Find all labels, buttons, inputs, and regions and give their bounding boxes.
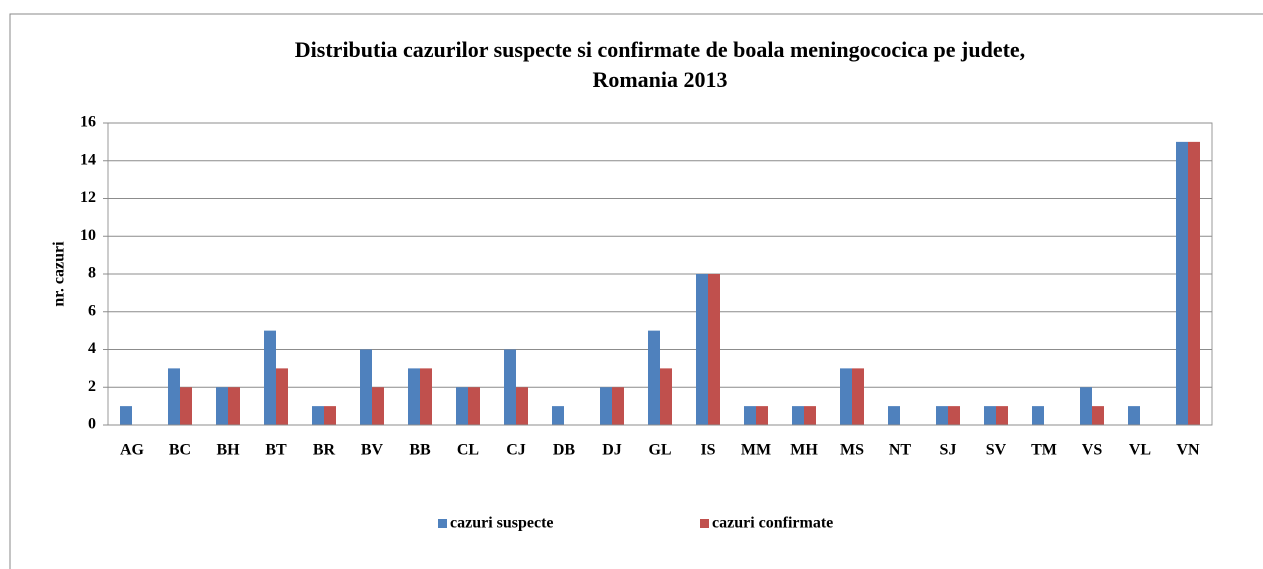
y-tick-label: 10 [80, 227, 96, 244]
y-tick-label: 8 [88, 265, 96, 282]
bar [1080, 387, 1092, 425]
x-tick-label: CL [457, 442, 479, 459]
bar [888, 406, 900, 425]
bar [504, 349, 516, 425]
bar [228, 387, 240, 425]
bar [168, 368, 180, 425]
x-tick-label: NT [889, 442, 912, 459]
x-tick-label: BC [169, 442, 191, 459]
x-tick-label: CJ [506, 442, 526, 459]
x-tick-label: BR [313, 442, 336, 459]
x-tick-label: MM [741, 442, 771, 459]
bar [468, 387, 480, 425]
bar [984, 406, 996, 425]
legend-swatch [438, 519, 447, 528]
bar [852, 368, 864, 425]
y-axis-label: nr. cazuri [51, 241, 68, 307]
bar [1176, 141, 1188, 425]
x-tick-label: AG [120, 442, 145, 459]
bar [792, 406, 804, 425]
bar [312, 406, 324, 425]
y-tick-label: 0 [88, 416, 96, 433]
x-tick-label: BT [265, 442, 287, 459]
bar [276, 368, 288, 425]
x-tick-label: DJ [602, 442, 622, 459]
y-tick-label: 14 [80, 151, 96, 168]
bar [324, 406, 336, 425]
x-tick-label: BH [216, 442, 240, 459]
x-tick-label: IS [700, 442, 715, 459]
y-tick-label: 12 [80, 189, 96, 206]
bar [216, 387, 228, 425]
bar [120, 406, 132, 425]
x-tick-label: VL [1129, 442, 1151, 459]
x-tick-label: GL [648, 442, 671, 459]
chart-title: Romania 2013 [592, 67, 727, 92]
bar [804, 406, 816, 425]
x-tick-label: VN [1176, 442, 1200, 459]
bar [360, 349, 372, 425]
bar [372, 387, 384, 425]
bar [756, 406, 768, 425]
legend-label: cazuri confirmate [712, 515, 833, 532]
x-tick-label: TM [1031, 442, 1057, 459]
bar [420, 368, 432, 425]
bar [600, 387, 612, 425]
bar [516, 387, 528, 425]
bar [1128, 406, 1140, 425]
bar [552, 406, 564, 425]
x-tick-label: MS [840, 442, 864, 459]
y-tick-label: 6 [88, 302, 96, 319]
bar [612, 387, 624, 425]
bar [456, 387, 468, 425]
bar [1092, 406, 1104, 425]
x-tick-label: BV [361, 442, 384, 459]
bar [180, 387, 192, 425]
bar [696, 274, 708, 425]
y-tick-label: 16 [80, 114, 96, 131]
bar [840, 368, 852, 425]
bar [264, 330, 276, 425]
bar [660, 368, 672, 425]
chart-title: Distributia cazurilor suspecte si confir… [295, 37, 1025, 62]
legend-swatch [700, 519, 709, 528]
x-tick-label: VS [1082, 442, 1103, 459]
x-tick-label: MH [790, 442, 818, 459]
bar [708, 274, 720, 425]
x-tick-label: BB [409, 442, 431, 459]
chart-border [9, 13, 1263, 569]
bar [936, 406, 948, 425]
x-tick-label: SJ [940, 442, 957, 459]
y-tick-label: 2 [88, 378, 96, 395]
x-tick-label: DB [553, 442, 576, 459]
bar [948, 406, 960, 425]
legend-label: cazuri suspecte [450, 515, 554, 532]
bar [996, 406, 1008, 425]
bar [1032, 406, 1044, 425]
x-tick-label: SV [986, 442, 1007, 459]
bar [1188, 141, 1200, 425]
y-tick-label: 4 [88, 340, 96, 357]
bar [744, 406, 756, 425]
bar [408, 368, 420, 425]
bar [648, 330, 660, 425]
